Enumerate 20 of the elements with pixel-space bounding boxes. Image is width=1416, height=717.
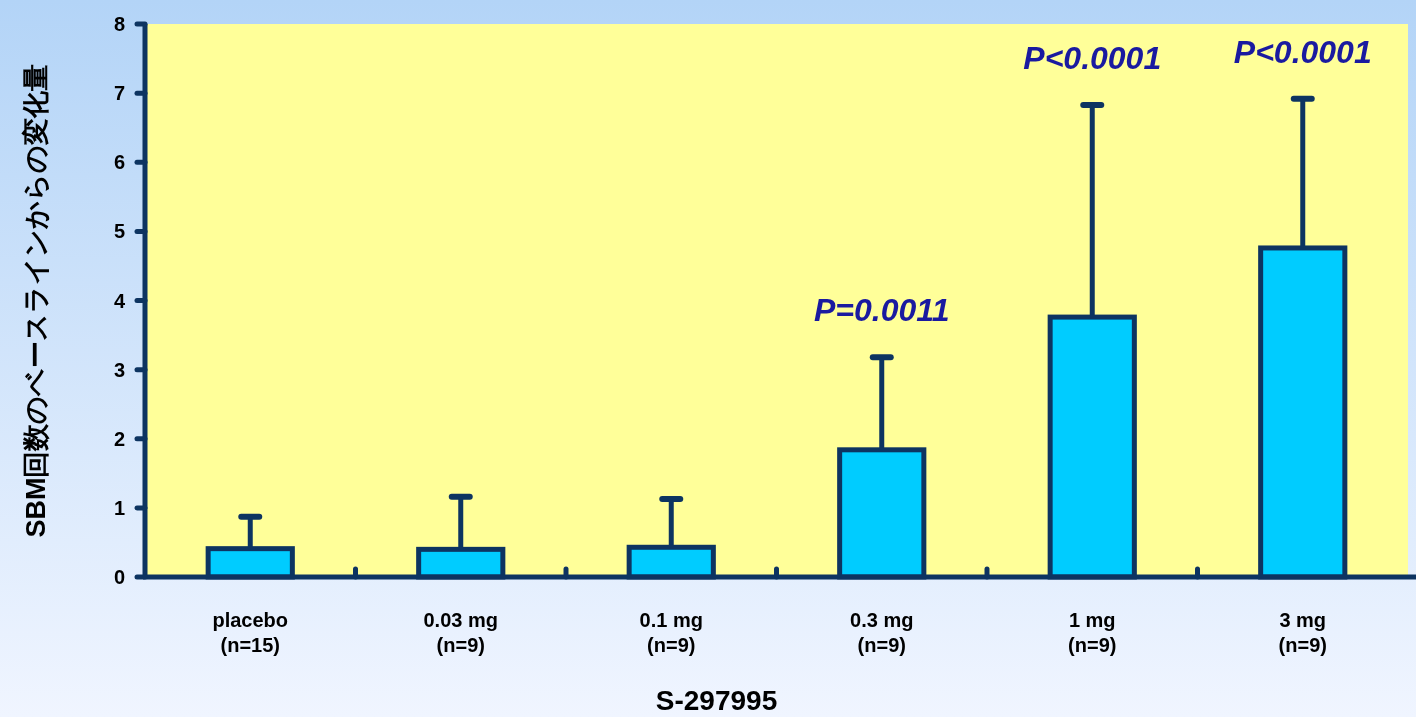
annotation: P=0.0011 <box>813 292 950 329</box>
annotation: P<0.0001 <box>1233 33 1372 70</box>
y-tick-label: 5 <box>113 220 125 243</box>
y-tick-label: 7 <box>113 82 125 105</box>
y-tick-label: 4 <box>113 289 126 312</box>
x-tick-label: placebo (n=15) <box>212 609 289 656</box>
x-tick-label: 0.1 mg (n=9) <box>639 609 703 656</box>
y-tick-label: 3 <box>113 358 125 381</box>
y-tick-label: 2 <box>113 427 125 450</box>
y-tick-label: 8 <box>113 13 125 35</box>
x-tick-label: 1 mg (n=9) <box>1068 609 1117 656</box>
x-tick-label: 3 mg (n=9) <box>1278 609 1327 656</box>
x-axis-title: S-297995 <box>655 685 778 716</box>
y-tick-label: 1 <box>113 496 125 519</box>
y-tick-label: 6 <box>113 151 125 174</box>
y-axis-title: SBM回数のベースラインからの変化量 <box>21 63 51 538</box>
annotation: P<0.0001 <box>1023 39 1162 76</box>
y-tick-label: 0 <box>113 566 125 588</box>
x-tick-label: 0.3 mg (n=9) <box>850 609 914 656</box>
x-tick-label: 0.03 mg (n=9) <box>423 609 498 656</box>
